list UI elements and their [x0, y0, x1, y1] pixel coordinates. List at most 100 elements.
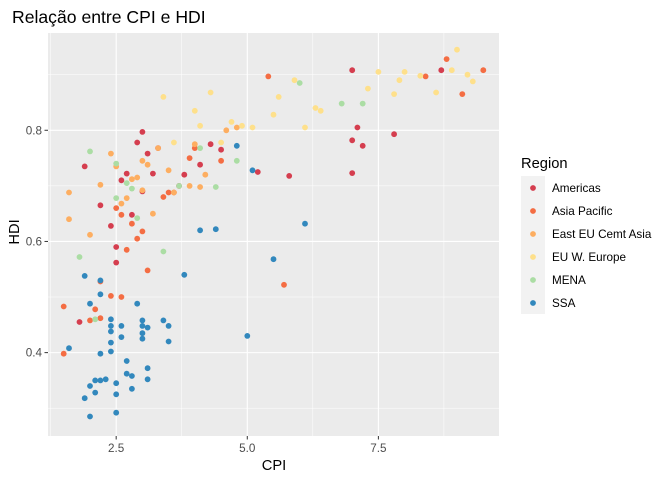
y-tick-label: 0.4: [26, 347, 43, 360]
data-point: [87, 383, 93, 389]
data-point: [469, 78, 476, 85]
data-point: [349, 137, 356, 144]
data-point: [291, 77, 298, 84]
legend-items: Americas Asia Pacific East EU Cemt Asia EU …: [530, 182, 652, 310]
data-point: [108, 293, 114, 299]
data-point: [207, 141, 214, 148]
data-point: [139, 330, 146, 337]
legend: Region Americas Asia Pacific East EU Cemt …: [521, 156, 652, 314]
data-point: [165, 189, 172, 196]
data-point: [92, 389, 99, 396]
data-point: [129, 185, 135, 192]
data-point: [113, 409, 120, 416]
data-point: [97, 350, 104, 357]
data-point: [218, 157, 225, 164]
data-point: [92, 316, 99, 323]
data-point: [249, 167, 256, 174]
data-point: [338, 100, 345, 107]
legend-label: MENA: [552, 274, 586, 287]
legend-label: Asia Pacific: [552, 205, 613, 218]
data-point: [160, 248, 167, 255]
data-point: [60, 303, 67, 310]
data-point: [165, 338, 172, 345]
data-point: [113, 259, 120, 266]
data-point: [123, 246, 130, 253]
data-point: [139, 129, 146, 135]
data-point: [139, 323, 146, 329]
data-point: [212, 226, 219, 233]
data-point: [92, 377, 99, 384]
data-point: [191, 141, 198, 148]
data-point: [102, 376, 109, 383]
data-point: [123, 170, 130, 177]
data-point: [134, 235, 141, 242]
data-point: [197, 161, 204, 168]
data-point: [454, 46, 460, 53]
data-point: [375, 69, 382, 75]
data-point: [265, 73, 272, 80]
data-point: [139, 317, 146, 324]
data-point: [87, 231, 93, 238]
data-point: [108, 323, 114, 329]
legend-key-background: [521, 176, 545, 314]
data-point: [118, 323, 125, 329]
data-point: [97, 377, 104, 384]
data-point: [160, 94, 167, 100]
data-point: [87, 413, 93, 420]
data-point: [197, 145, 204, 152]
data-point: [286, 173, 293, 179]
data-point: [181, 271, 188, 278]
data-point: [270, 256, 277, 263]
data-point: [60, 350, 67, 357]
data-point: [433, 89, 439, 96]
data-point: [176, 183, 183, 189]
plot-background: [48, 33, 499, 436]
y-tick-label: 0.6: [26, 235, 42, 248]
x-tick-label: 5.0: [239, 442, 256, 455]
data-point: [81, 273, 88, 279]
chart-title: Relação entre CPI e HDI: [12, 7, 206, 27]
data-point: [349, 170, 356, 177]
data-point: [312, 105, 319, 111]
data-point: [401, 69, 408, 75]
legend-key: [530, 208, 536, 214]
data-point: [223, 127, 230, 134]
data-point: [302, 220, 308, 227]
data-point: [123, 370, 130, 377]
data-point: [218, 146, 225, 153]
data-point: [207, 89, 214, 96]
data-point: [144, 161, 151, 168]
data-point: [134, 174, 141, 181]
data-point: [464, 71, 471, 78]
data-point: [144, 267, 151, 274]
data-point: [197, 227, 204, 234]
data-point: [118, 177, 125, 184]
data-point: [281, 281, 287, 288]
data-point: [123, 195, 130, 202]
data-point: [160, 317, 167, 324]
data-point: [349, 67, 356, 74]
data-point: [139, 228, 146, 235]
data-point: [197, 122, 204, 129]
data-point: [113, 244, 120, 250]
data-point: [97, 202, 104, 209]
data-point: [391, 91, 397, 97]
plot-panel: [48, 33, 499, 436]
data-point: [212, 184, 219, 190]
data-point: [417, 72, 424, 79]
data-point: [66, 345, 72, 352]
data-point: [97, 315, 104, 322]
data-point: [97, 277, 104, 284]
data-point: [129, 373, 135, 379]
data-point: [108, 348, 114, 355]
data-point: [365, 85, 371, 92]
data-point: [129, 385, 135, 392]
data-point: [317, 107, 324, 114]
data-point: [123, 358, 130, 364]
data-point: [134, 139, 141, 146]
x-tick-label: 7.5: [370, 442, 387, 455]
data-point: [139, 335, 146, 342]
data-point: [118, 211, 125, 218]
legend-key: [530, 185, 536, 191]
